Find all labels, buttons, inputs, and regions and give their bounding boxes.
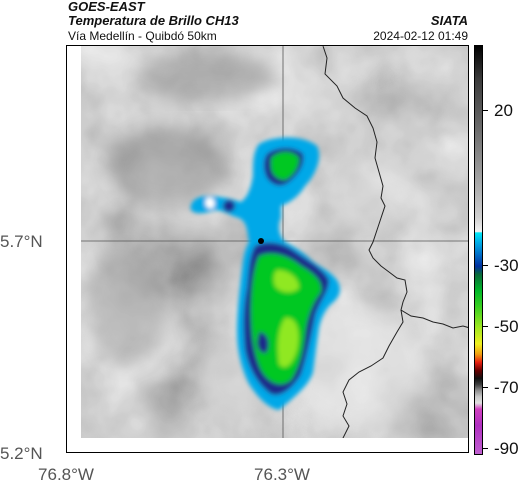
colorbar-label-20: 20 xyxy=(494,101,513,120)
colorbar-label-minus30: -30 xyxy=(494,256,519,275)
map-subtitle: Vía Medellín - Quibdó 50km xyxy=(68,29,217,43)
colorbar-label-minus50: -50 xyxy=(494,317,519,336)
map-title: Temperatura de Brillo CH13 xyxy=(68,13,239,28)
colorbar-label-minus70: -70 xyxy=(494,378,519,397)
border-line xyxy=(338,309,404,452)
colorbar-tick xyxy=(483,110,488,111)
border-line xyxy=(322,46,468,329)
longitude-label-76.3: 76.3°W xyxy=(254,465,310,484)
city-marker xyxy=(258,238,264,244)
colorbar xyxy=(474,45,483,455)
agency-label: GOES-EAST xyxy=(68,0,145,14)
colorbar-tick xyxy=(483,265,488,266)
colorbar-tick xyxy=(483,387,488,388)
latitude-label-5.2: 5.2°N xyxy=(0,444,43,463)
satellite-map xyxy=(66,45,469,453)
colorbar-tick xyxy=(483,448,488,449)
longitude-label-76.8: 76.8°W xyxy=(38,465,94,484)
convective-cloud xyxy=(190,137,340,410)
credit-label: SIATA xyxy=(430,13,468,28)
colorbar-tick xyxy=(483,326,488,327)
latitude-label-5.7: 5.7°N xyxy=(0,232,43,251)
timestamp: 2024-02-12 01:49 xyxy=(373,29,468,43)
colorbar-label-minus90: -90 xyxy=(494,439,519,458)
